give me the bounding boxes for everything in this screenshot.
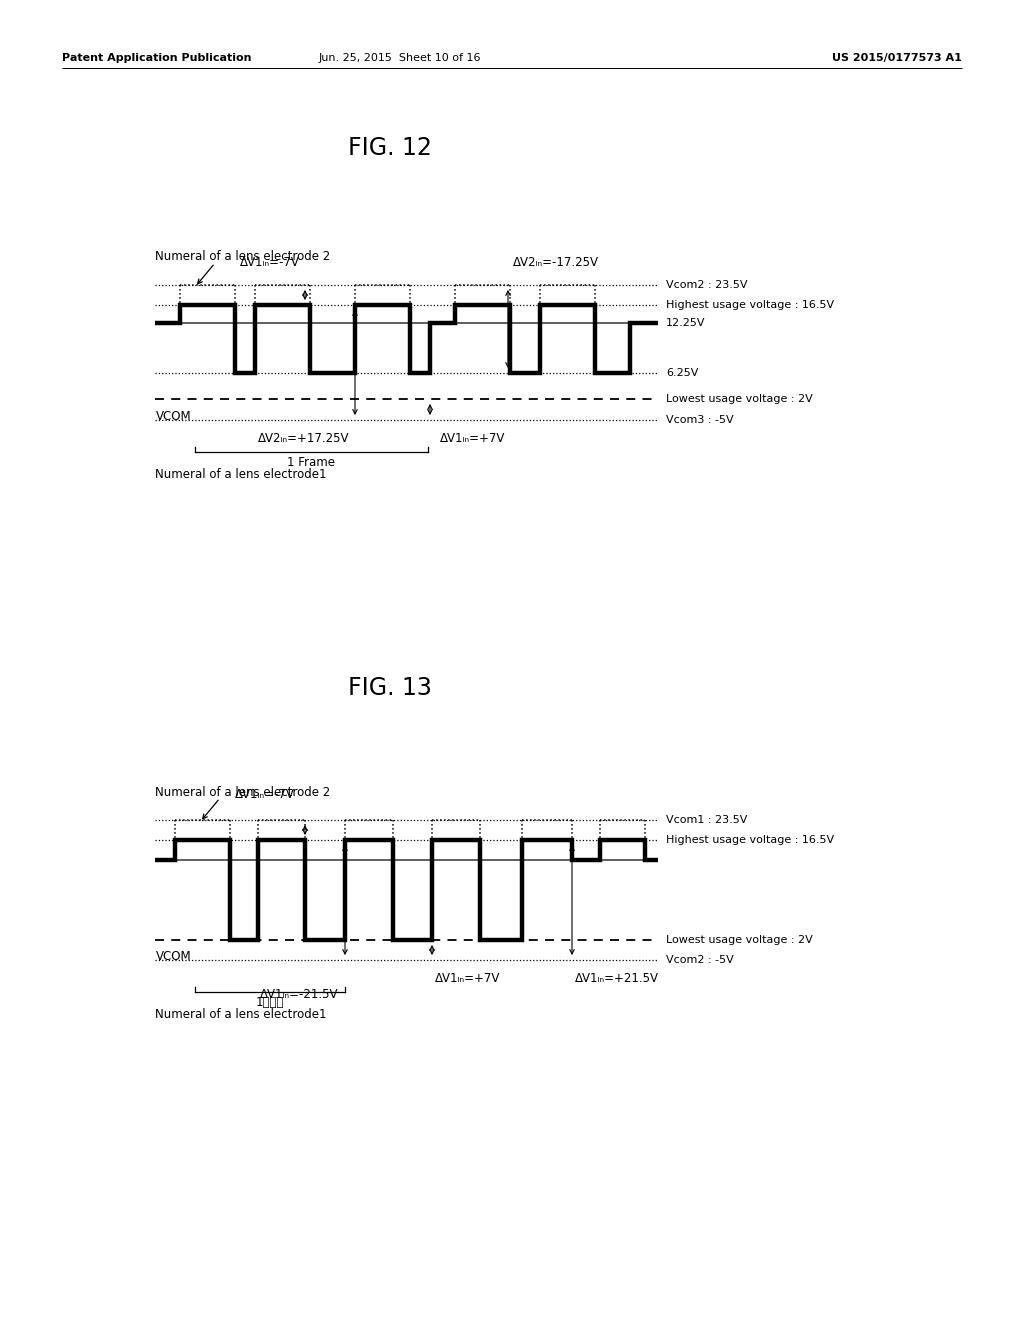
Text: Numeral of a lens electrode 2: Numeral of a lens electrode 2 <box>155 785 331 799</box>
Text: FIG. 12: FIG. 12 <box>348 136 432 160</box>
Text: Jun. 25, 2015  Sheet 10 of 16: Jun. 25, 2015 Sheet 10 of 16 <box>318 53 481 63</box>
Text: 6.25V: 6.25V <box>666 368 698 378</box>
Text: FIG. 13: FIG. 13 <box>348 676 432 700</box>
Text: Highest usage voltage : 16.5V: Highest usage voltage : 16.5V <box>666 836 835 845</box>
Text: US 2015/0177573 A1: US 2015/0177573 A1 <box>833 53 962 63</box>
Text: Lowest usage voltage : 2V: Lowest usage voltage : 2V <box>666 935 813 945</box>
Text: ΔV1ₗₙ=-21.5V: ΔV1ₗₙ=-21.5V <box>260 989 339 1002</box>
Text: ΔV1ₗₙ=+21.5V: ΔV1ₗₙ=+21.5V <box>575 972 659 985</box>
Text: Numeral of a lens electrode1: Numeral of a lens electrode1 <box>155 469 327 482</box>
Text: 12.25V: 12.25V <box>666 318 706 327</box>
Text: Vcom2 : 23.5V: Vcom2 : 23.5V <box>666 280 748 290</box>
Text: 1프레임: 1프레임 <box>256 995 285 1008</box>
Text: ΔV1ₗₙ=+7V: ΔV1ₗₙ=+7V <box>440 432 506 445</box>
Text: Vcom2 : -5V: Vcom2 : -5V <box>666 954 734 965</box>
Text: ΔV2ₗₙ=+17.25V: ΔV2ₗₙ=+17.25V <box>258 432 349 445</box>
Text: VCOM: VCOM <box>156 409 191 422</box>
Text: Patent Application Publication: Patent Application Publication <box>62 53 252 63</box>
Text: Lowest usage voltage : 2V: Lowest usage voltage : 2V <box>666 393 813 404</box>
Text: Highest usage voltage : 16.5V: Highest usage voltage : 16.5V <box>666 300 835 310</box>
Text: Vcom3 : -5V: Vcom3 : -5V <box>666 414 733 425</box>
Text: VCOM: VCOM <box>156 949 191 962</box>
Text: Numeral of a lens electrode 2: Numeral of a lens electrode 2 <box>155 251 331 264</box>
Text: ΔV1ₗₙ=-7V: ΔV1ₗₙ=-7V <box>240 256 300 269</box>
Text: ΔV1ₗₙ=-7V: ΔV1ₗₙ=-7V <box>236 788 295 801</box>
Text: Vcom1 : 23.5V: Vcom1 : 23.5V <box>666 814 748 825</box>
Text: Numeral of a lens electrode1: Numeral of a lens electrode1 <box>155 1008 327 1022</box>
Text: 1 Frame: 1 Frame <box>287 455 335 469</box>
Text: ΔV2ₗₙ=-17.25V: ΔV2ₗₙ=-17.25V <box>513 256 599 269</box>
Text: ΔV1ₗₙ=+7V: ΔV1ₗₙ=+7V <box>435 972 501 985</box>
